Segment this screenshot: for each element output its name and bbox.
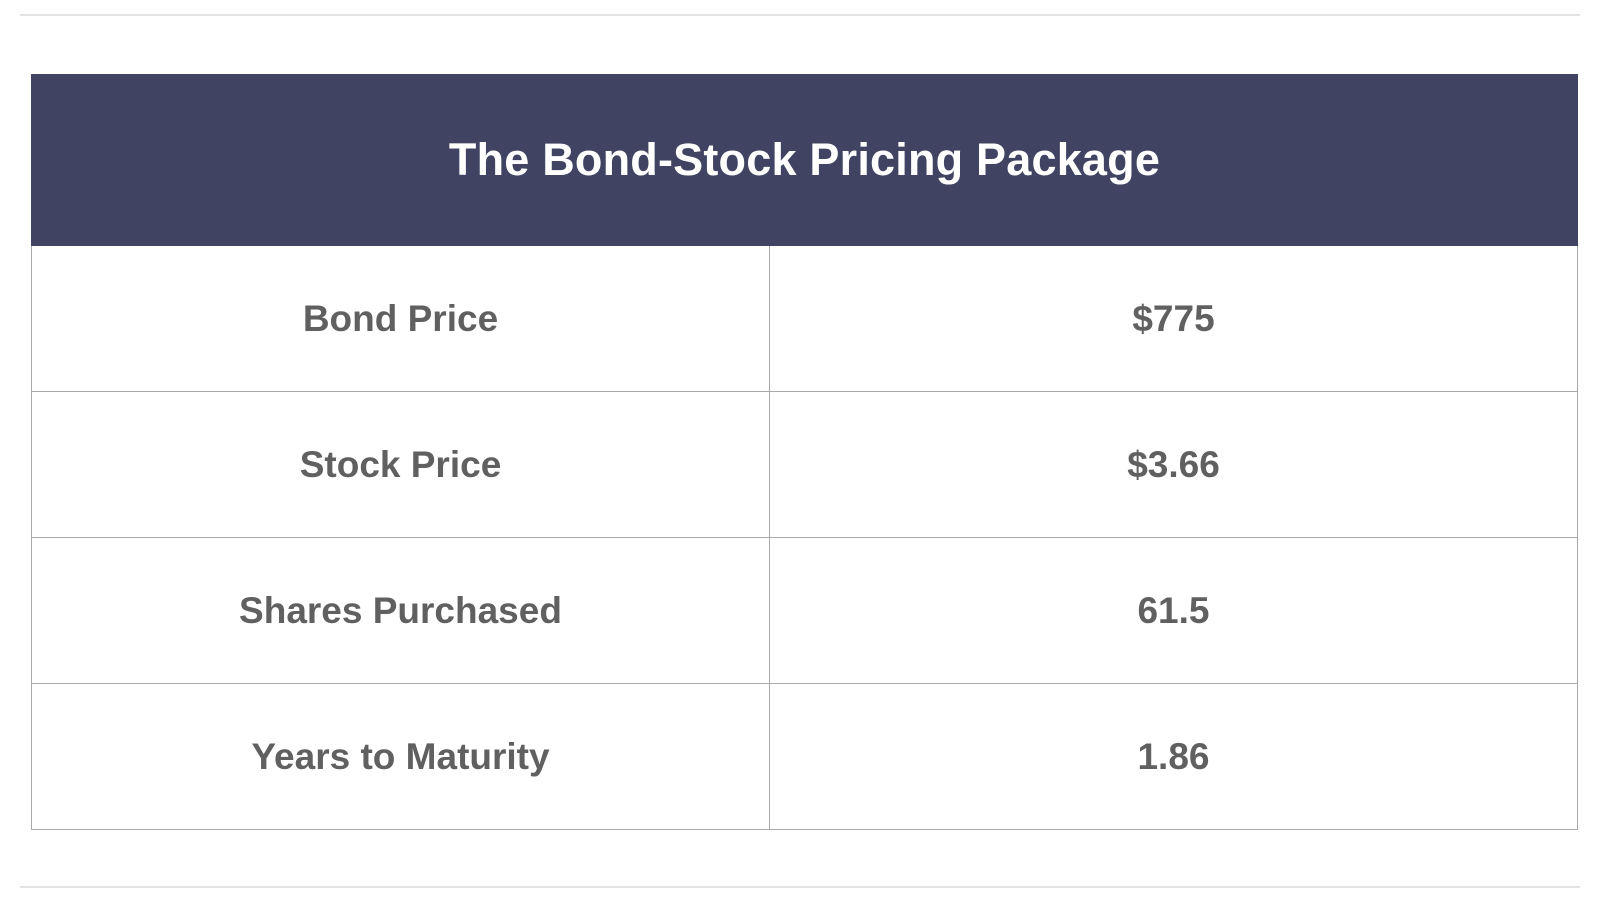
table-row: Years to Maturity 1.86 bbox=[31, 683, 1578, 830]
pricing-table-container: The Bond-Stock Pricing Package Bond Pric… bbox=[31, 74, 1578, 830]
top-divider bbox=[20, 14, 1580, 16]
pricing-table: The Bond-Stock Pricing Package Bond Pric… bbox=[31, 74, 1578, 830]
table-row: Shares Purchased 61.5 bbox=[31, 537, 1578, 684]
table-title: The Bond-Stock Pricing Package bbox=[31, 74, 1578, 246]
table-row: Stock Price $3.66 bbox=[31, 391, 1578, 538]
table-header-row: The Bond-Stock Pricing Package bbox=[31, 74, 1578, 246]
row-value-stock-price: $3.66 bbox=[769, 391, 1578, 538]
row-label-shares-purchased: Shares Purchased bbox=[31, 537, 770, 684]
row-label-bond-price: Bond Price bbox=[31, 245, 770, 392]
bottom-divider bbox=[20, 886, 1580, 888]
row-value-shares-purchased: 61.5 bbox=[769, 537, 1578, 684]
table-row: Bond Price $775 bbox=[31, 245, 1578, 392]
row-value-bond-price: $775 bbox=[769, 245, 1578, 392]
row-label-years-to-maturity: Years to Maturity bbox=[31, 683, 770, 830]
row-value-years-to-maturity: 1.86 bbox=[769, 683, 1578, 830]
row-label-stock-price: Stock Price bbox=[31, 391, 770, 538]
